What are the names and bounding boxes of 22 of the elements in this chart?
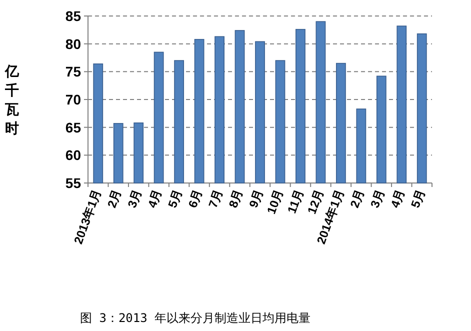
caption: 图 3：2013 年以来分月制造业日均用电量: [80, 311, 311, 325]
y-axis-title: 亿千瓦时: [4, 63, 20, 136]
x-tick-label: 3月: [368, 187, 388, 210]
y-tick-label: 70: [65, 92, 82, 108]
x-tick-label: 11月: [284, 187, 306, 216]
x-tick-label: 5月: [408, 187, 428, 210]
x-tick-label: 2月: [104, 187, 124, 210]
x-tick-label: 7月: [206, 187, 226, 210]
x-tick-label: 8月: [226, 187, 246, 210]
x-tick-label: 2月: [347, 187, 367, 210]
x-tick-label: 6月: [186, 187, 206, 210]
y-tick-label: 80: [65, 36, 82, 52]
y-tick-label: 65: [65, 119, 82, 136]
y-tick-label: 85: [65, 8, 82, 24]
x-tick-label: 5月: [165, 187, 185, 210]
x-tick-label: 9月: [246, 187, 266, 210]
x-tick-label: 10月: [264, 187, 286, 216]
x-tick-label: 4月: [388, 187, 408, 210]
x-tick-label: 3月: [124, 187, 144, 210]
y-tick-label: 75: [65, 64, 82, 80]
x-tick-label: 4月: [145, 187, 165, 210]
y-tick-label: 60: [65, 147, 82, 164]
